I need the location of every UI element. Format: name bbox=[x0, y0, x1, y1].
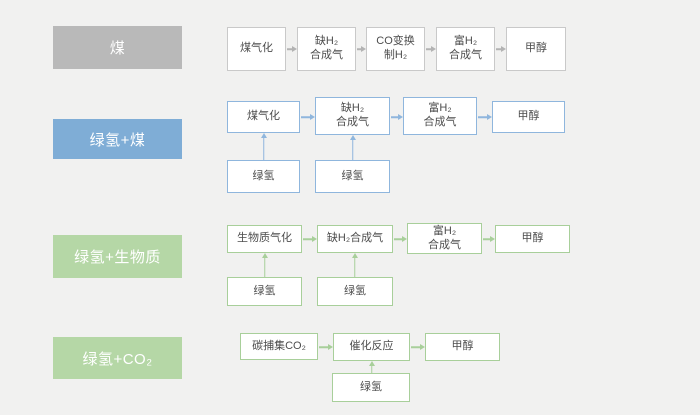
category-green-h2-co2: 绿氢+CO₂ bbox=[53, 337, 182, 379]
arrow-right-icon bbox=[426, 45, 436, 53]
arrow-right-icon bbox=[496, 45, 506, 53]
input-green-hydrogen: 绿氢 bbox=[332, 373, 410, 402]
arrow-right-icon bbox=[301, 113, 315, 121]
arrow-right-icon bbox=[411, 343, 425, 351]
step-h2-lean-syngas: 缺H₂ 合成气 bbox=[297, 27, 356, 71]
arrow-right-icon bbox=[303, 235, 317, 243]
step-h2-rich-syngas: 富H₂ 合成气 bbox=[403, 97, 477, 135]
step-methanol: 甲醇 bbox=[506, 27, 566, 71]
arrow-up-icon bbox=[350, 253, 359, 277]
arrow-up-icon bbox=[259, 133, 268, 160]
input-green-hydrogen: 绿氢 bbox=[317, 277, 393, 306]
step-h2-rich-syngas: 富H₂ 合成气 bbox=[407, 223, 482, 254]
step-methanol: 甲醇 bbox=[495, 225, 570, 253]
step-biomass-gasification: 生物质气化 bbox=[227, 225, 302, 253]
category-green-h2-coal: 绿氢+煤 bbox=[53, 119, 182, 159]
step-h2-lean-syngas: 缺H₂合成气 bbox=[317, 225, 393, 253]
arrow-right-icon bbox=[319, 343, 333, 351]
arrow-right-icon bbox=[287, 45, 297, 53]
step-carbon-capture-co2: 碳捕集CO₂ bbox=[240, 333, 318, 360]
step-methanol: 甲醇 bbox=[492, 101, 565, 133]
category-green-h2-biomass: 绿氢+生物质 bbox=[53, 235, 182, 278]
step-h2-lean-syngas: 缺H₂ 合成气 bbox=[315, 97, 390, 135]
input-green-hydrogen: 绿氢 bbox=[227, 277, 302, 306]
category-coal: 煤 bbox=[53, 26, 182, 69]
input-green-hydrogen: 绿氢 bbox=[315, 160, 390, 193]
step-coal-gasification: 煤气化 bbox=[227, 27, 286, 71]
arrow-right-icon bbox=[394, 235, 407, 243]
arrow-up-icon bbox=[260, 253, 269, 277]
arrow-right-icon bbox=[483, 235, 495, 243]
arrow-right-icon bbox=[478, 113, 492, 121]
input-green-hydrogen: 绿氢 bbox=[227, 160, 300, 193]
step-coal-gasification: 煤气化 bbox=[227, 101, 300, 133]
arrow-right-icon bbox=[391, 113, 403, 121]
step-catalytic-reaction: 催化反应 bbox=[333, 333, 410, 361]
arrow-up-icon bbox=[367, 361, 376, 373]
arrow-up-icon bbox=[348, 135, 357, 160]
arrow-right-icon bbox=[357, 45, 366, 53]
step-co-shift-to-h2: CO变换 制H₂ bbox=[366, 27, 425, 71]
step-h2-rich-syngas: 富H₂ 合成气 bbox=[436, 27, 495, 71]
step-methanol: 甲醇 bbox=[425, 333, 500, 361]
